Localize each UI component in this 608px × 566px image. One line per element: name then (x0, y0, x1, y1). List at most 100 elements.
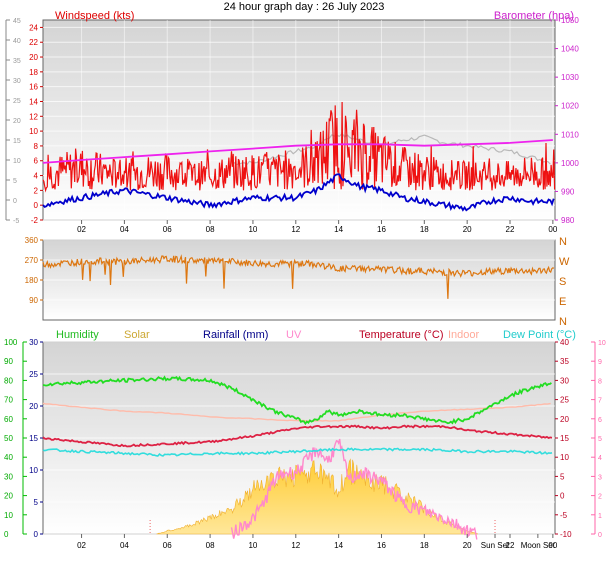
temp-tick-label: 35 (560, 357, 569, 366)
temp-x-tick-label: Sun Set (481, 541, 510, 550)
wind-x-ticks: 02 04 06 08 10 12 14 16 18 20 22 00 (77, 220, 558, 234)
temperature-axis-ticks: -10 -5 0 5 10 15 20 25 30 35 40 (555, 338, 572, 539)
wind-outer-tick-label: 25 (13, 98, 21, 105)
wind-outer-tick-label: 20 (13, 118, 21, 125)
wind-x-tick-label: 18 (420, 225, 429, 234)
direction-tick-label: 270 (25, 256, 39, 265)
solar-label: Solar (124, 329, 150, 341)
rain-tick-label: 20 (29, 402, 38, 411)
wind-x-tick-label: 02 (77, 225, 86, 234)
humidity-tick-label: 80 (4, 376, 13, 385)
uv-tick-label: 1 (598, 513, 602, 520)
temp-x-tick-label: 18 (420, 541, 429, 550)
compass-label: S (559, 276, 566, 288)
barometer-line (42, 139, 553, 164)
temp-x-tick-label: 08 (206, 541, 215, 550)
wind-x-tick-label: 04 (120, 225, 129, 234)
wind-x-tick-label: 10 (248, 225, 257, 234)
temp-x-tick-label: 14 (334, 541, 343, 550)
compass-label: N (559, 236, 567, 248)
direction-series (42, 254, 555, 299)
dewpoint-label: Dew Point (°C) (503, 329, 576, 341)
indoor-line (42, 402, 551, 422)
wind-x-tick-label: 14 (334, 225, 343, 234)
wind-tick-label: 22 (29, 38, 38, 47)
humidity-tick-label: 60 (4, 415, 13, 424)
uv-label: UV (286, 329, 302, 341)
rain-tick-label: 5 (34, 498, 39, 507)
baro-tick-label: 1030 (561, 73, 579, 82)
humidity-axis-ticks: 0 10 20 30 40 50 60 70 80 90 100 (4, 338, 27, 539)
uv-tick-label: 8 (598, 378, 602, 385)
wind-x-tick-label: 06 (163, 225, 172, 234)
direction-axis-ticks: 90 180 270 360 (25, 236, 43, 305)
direction-tick-label: 180 (25, 276, 39, 285)
temp-tick-label: 20 (560, 415, 569, 424)
humidity-tick-label: 10 (4, 511, 13, 520)
humidity-tick-label: 100 (4, 338, 18, 347)
wind-outer-axis-ticks: -5 0 5 10 15 20 25 30 35 40 45 (6, 18, 21, 225)
temp-x-tick-label: 22 (506, 541, 515, 550)
uv-tick-label: 10 (598, 340, 606, 347)
temp-x-tick-label: 06 (163, 541, 172, 550)
barometer-label: Barometer (hpa) (494, 10, 574, 22)
uv-tick-label: 0 (598, 532, 602, 539)
baro-tick-label: 980 (561, 216, 575, 225)
temp-tick-label: 25 (560, 396, 569, 405)
barometer-axis-ticks: 980 990 1000 1010 1020 1030 1040 1050 (555, 16, 579, 225)
wind-x-tick-label: 00 (548, 225, 557, 234)
temp-x-tick-label: Moon Set (521, 541, 556, 550)
rain-tick-label: 30 (29, 338, 38, 347)
direction-tick-label: 360 (25, 236, 39, 245)
compass-label: E (559, 296, 566, 308)
wind-outer-tick-label: 35 (13, 58, 21, 65)
wind-tick-label: 16 (29, 83, 38, 92)
humidity-tick-label: 70 (4, 396, 13, 405)
baro-tick-label: 1040 (561, 45, 579, 54)
temperature-label: Temperature (°C) (359, 329, 443, 341)
wind-outer-tick-label: 45 (13, 18, 21, 25)
windspeed-label: Windspeed (kts) (55, 10, 134, 22)
temp-x-tick-label: 04 (120, 541, 129, 550)
wind-outer-tick-label: 5 (13, 178, 17, 185)
uv-tick-label: 7 (598, 398, 602, 405)
rainfall-axis-ticks: 0 5 10 15 20 25 30 (29, 338, 43, 539)
wind-tick-label: 0 (34, 201, 39, 210)
wind-x-tick-label: 12 (291, 225, 300, 234)
temp-x-tick-label: 16 (377, 541, 386, 550)
wind-outer-tick-label: 30 (13, 78, 21, 85)
temp-x-tick-label: 02 (77, 541, 86, 550)
humidity-tick-label: 20 (4, 492, 13, 501)
uv-line (230, 438, 478, 540)
temp-tick-label: 10 (560, 453, 569, 462)
temp-tick-label: 15 (560, 434, 569, 443)
wind-x-tick-label: 20 (463, 225, 472, 234)
dewpoint-line (42, 447, 553, 457)
rain-tick-label: 25 (29, 370, 38, 379)
uv-axis-ticks: 0 1 2 3 4 5 6 7 8 9 10 (591, 340, 606, 539)
humidity-line (42, 375, 552, 426)
wind-tick-label: 8 (34, 142, 39, 151)
wind-tick-label: 14 (29, 97, 38, 106)
wind-gust-line (42, 101, 556, 193)
baro-tick-label: 1020 (561, 102, 579, 111)
rain-tick-label: 15 (29, 434, 38, 443)
temp-tick-label: 40 (560, 338, 569, 347)
humidity-tick-label: 0 (4, 530, 9, 539)
indoor-label: Indoor (448, 329, 480, 341)
wind-tick-label: 24 (29, 23, 38, 32)
baro-tick-label: 990 (561, 187, 575, 196)
uv-tick-label: 6 (598, 417, 602, 424)
temp-x-tick-label: 12 (291, 541, 300, 550)
wind-outer-tick-label: 15 (13, 138, 21, 145)
barometer-grey-line (231, 132, 551, 166)
direction-tick-label: 90 (29, 296, 38, 305)
rain-tick-label: 10 (29, 466, 38, 475)
wind-outer-tick-label: 10 (13, 158, 21, 165)
uv-tick-label: 5 (598, 436, 602, 443)
